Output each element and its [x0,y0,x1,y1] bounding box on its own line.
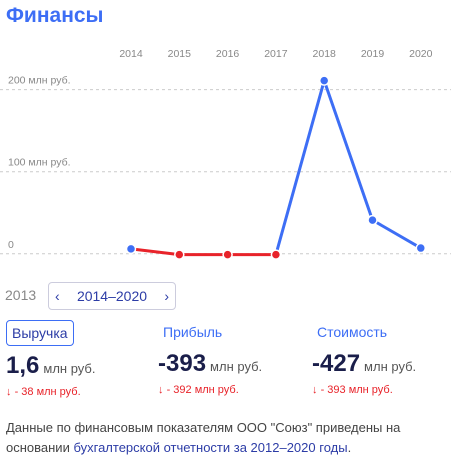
data-point [174,249,185,260]
metric-value-row: 1,6 млн руб. [6,352,95,380]
prev-year[interactable]: 2013 [5,287,37,303]
metric: Стоимость -427 млн руб. ↓ - 393 млн руб. [312,320,416,396]
metric-change-row: ↓ - 392 млн руб. [158,384,262,396]
line-segment [129,247,181,257]
line-segment [322,79,374,222]
metric-value: -427 [312,350,361,377]
next-arrow[interactable]: › [164,288,169,304]
down-arrow: ↓ [6,386,12,398]
metric-tab[interactable]: Стоимость [317,324,388,340]
metric-tab[interactable]: Выручка [6,320,74,346]
x-tick-label: 2016 [216,48,240,60]
data-point [415,242,427,254]
line-segment [274,79,326,257]
x-tick-label: 2014 [119,48,143,60]
metric: Прибыль -393 млн руб. ↓ - 392 млн руб. [158,320,262,396]
chart: 0 100 млн руб. 200 млн руб. 2014 2015 2016 201… [0,48,451,260]
footer-text: Данные по финансовым показателям ООО "Со… [6,420,401,455]
y-tick-label: 100 млн руб. [8,157,71,169]
down-arrow: ↓ [158,384,164,396]
metric-change: - 393 млн руб. [320,384,393,396]
range-selector[interactable]: ‹ 2014–2020 › [48,282,176,310]
metric-unit: млн руб. [43,361,96,376]
data-point [318,75,330,86]
y-tick-label: 200 млн руб. [8,75,71,87]
metric-unit: млн руб. [210,359,263,374]
metric-value-row: -427 млн руб. [312,350,416,378]
x-tick-label: 2020 [409,48,433,60]
data-point [222,249,233,260]
x-tick-label: 2017 [264,48,288,60]
x-tick-label: 2019 [361,48,385,60]
x-tick-label: 2018 [313,48,337,60]
data-point [125,243,137,255]
line-segment [371,218,423,250]
metric-value-row: -393 млн руб. [158,350,262,378]
metric: Выручка 1,6 млн руб. ↓ - 38 млн руб. [6,320,95,398]
section-title: Финансы [6,4,104,27]
footer-end: . [347,440,352,455]
range-label: 2014–2020 [76,288,148,304]
metric-change-row: ↓ - 393 млн руб. [312,384,416,396]
metric-value: 1,6 [6,352,40,379]
metric-change: - 38 млн руб. [14,386,81,398]
data-point [367,214,378,226]
metric-unit: млн руб. [364,359,417,374]
y-tick-label: 0 [8,239,14,251]
metric-tab[interactable]: Прибыль [163,324,223,340]
metric-change: - 392 млн руб. [166,384,239,396]
footer: Данные по финансовым показателям ООО "Со… [6,418,436,458]
down-arrow: ↓ [312,384,318,396]
footer-link[interactable]: бухгалтерской отчетности за 2012–2020 го… [73,440,348,455]
prev-arrow[interactable]: ‹ [55,288,60,304]
data-point [270,249,282,260]
metric-value: -393 [158,350,207,377]
metric-change-row: ↓ - 38 млн руб. [6,386,95,398]
x-tick-label: 2015 [168,48,192,60]
